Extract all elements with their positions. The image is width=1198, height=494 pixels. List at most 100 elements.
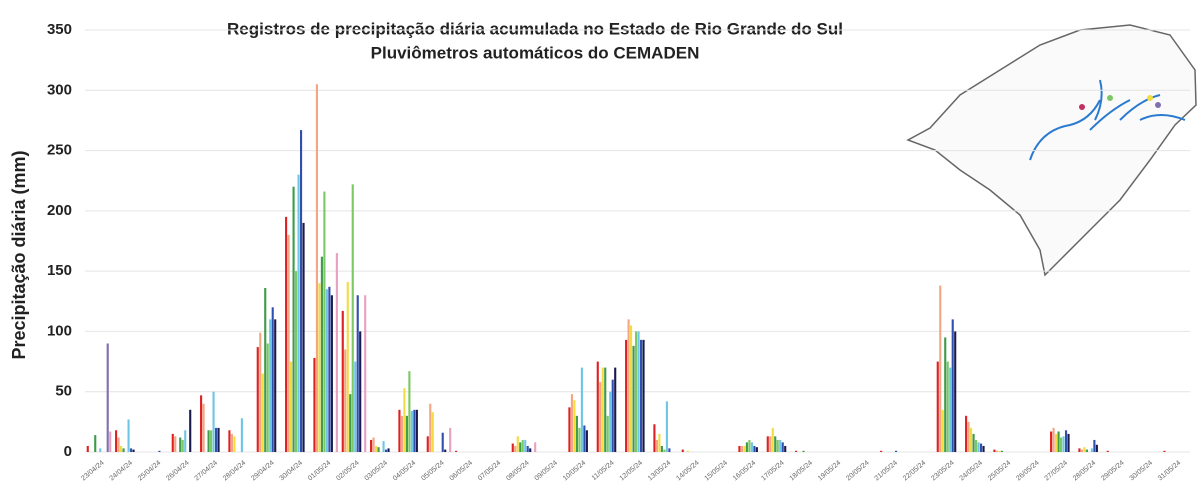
bar [575, 415, 578, 452]
bar [599, 382, 602, 452]
bar [583, 425, 586, 452]
y-axis-label: Precipitação diária (mm) [9, 150, 29, 359]
bar [529, 448, 532, 452]
bar [212, 391, 215, 452]
bar [259, 332, 262, 452]
bar [511, 443, 514, 452]
bar [993, 449, 996, 452]
bar [181, 439, 184, 452]
bar [611, 379, 614, 452]
bar [1095, 444, 1098, 452]
bar [660, 445, 663, 452]
bar [299, 130, 303, 452]
bar [320, 256, 323, 452]
bar [954, 331, 957, 452]
bar [1067, 433, 1070, 452]
bar [514, 445, 517, 452]
bar [781, 442, 784, 452]
bar [233, 436, 236, 452]
x-tick-label: 04/05/24 [392, 460, 417, 483]
bar [776, 439, 779, 452]
bar [444, 449, 447, 452]
bar [665, 401, 668, 452]
bar [606, 415, 609, 452]
bar [292, 186, 295, 452]
bar [738, 445, 741, 452]
x-tick-label: 31/05/24 [1157, 460, 1182, 483]
bar [356, 295, 359, 452]
x-tick-label: 28/05/24 [1072, 460, 1097, 483]
bar [740, 445, 743, 452]
x-tick-label: 28/04/24 [222, 460, 247, 483]
bar [120, 445, 123, 452]
bar [359, 331, 362, 452]
bar [516, 436, 519, 452]
bar [341, 310, 344, 452]
bar [519, 442, 522, 452]
bar [230, 433, 233, 452]
bar [431, 412, 434, 452]
y-tick-label: 150 [47, 262, 72, 279]
bar [939, 285, 942, 452]
bar [328, 286, 331, 452]
bar [398, 409, 401, 452]
bar [171, 433, 174, 452]
x-tick-label: 26/04/24 [165, 460, 190, 483]
bar [117, 437, 120, 452]
bar [1060, 437, 1063, 452]
bar [578, 427, 581, 452]
bar [335, 253, 338, 452]
x-tick-label: 16/05/24 [732, 460, 757, 483]
bar [570, 394, 573, 452]
y-tick-label: 350 [47, 21, 72, 38]
x-tick-label: 01/05/24 [307, 460, 332, 483]
bar [1078, 448, 1081, 452]
x-tick-label: 29/04/24 [250, 460, 275, 483]
bar [415, 409, 418, 452]
bar [86, 445, 89, 452]
bar [271, 307, 274, 452]
bar [115, 430, 118, 452]
bar [975, 439, 978, 452]
bar [637, 331, 640, 452]
bar [580, 367, 583, 452]
bar [449, 427, 452, 452]
bar [346, 281, 349, 452]
bar [370, 439, 373, 452]
x-tick-label: 20/05/24 [845, 460, 870, 483]
bar [534, 442, 537, 452]
bar [982, 445, 985, 452]
bar [408, 371, 411, 452]
bar [1064, 430, 1068, 452]
bar [585, 430, 588, 452]
x-tick-label: 25/04/24 [137, 460, 162, 483]
bar [387, 448, 390, 452]
x-tick-label: 02/05/24 [335, 460, 360, 483]
bar [174, 436, 177, 452]
bar [207, 430, 210, 452]
bar [349, 394, 352, 452]
bar [1080, 449, 1083, 452]
y-tick-label: 250 [47, 142, 72, 159]
bar [200, 395, 203, 452]
x-tick-label: 27/05/24 [1044, 460, 1069, 483]
x-tick-label: 24/05/24 [959, 460, 984, 483]
bar [351, 184, 354, 452]
bar [189, 409, 192, 452]
bar [965, 415, 968, 452]
bar [880, 450, 883, 452]
bar [269, 319, 272, 452]
x-tick-label: 11/05/24 [591, 460, 616, 483]
bar [210, 430, 213, 452]
bar [596, 361, 599, 452]
bar [573, 400, 576, 452]
bar [400, 415, 403, 452]
bar [240, 418, 243, 452]
x-tick-label: 17/05/24 [760, 460, 785, 483]
bar [967, 421, 970, 452]
bar [1052, 427, 1055, 452]
bar [132, 449, 135, 452]
y-tick-label: 200 [47, 202, 72, 219]
bar [979, 443, 983, 452]
